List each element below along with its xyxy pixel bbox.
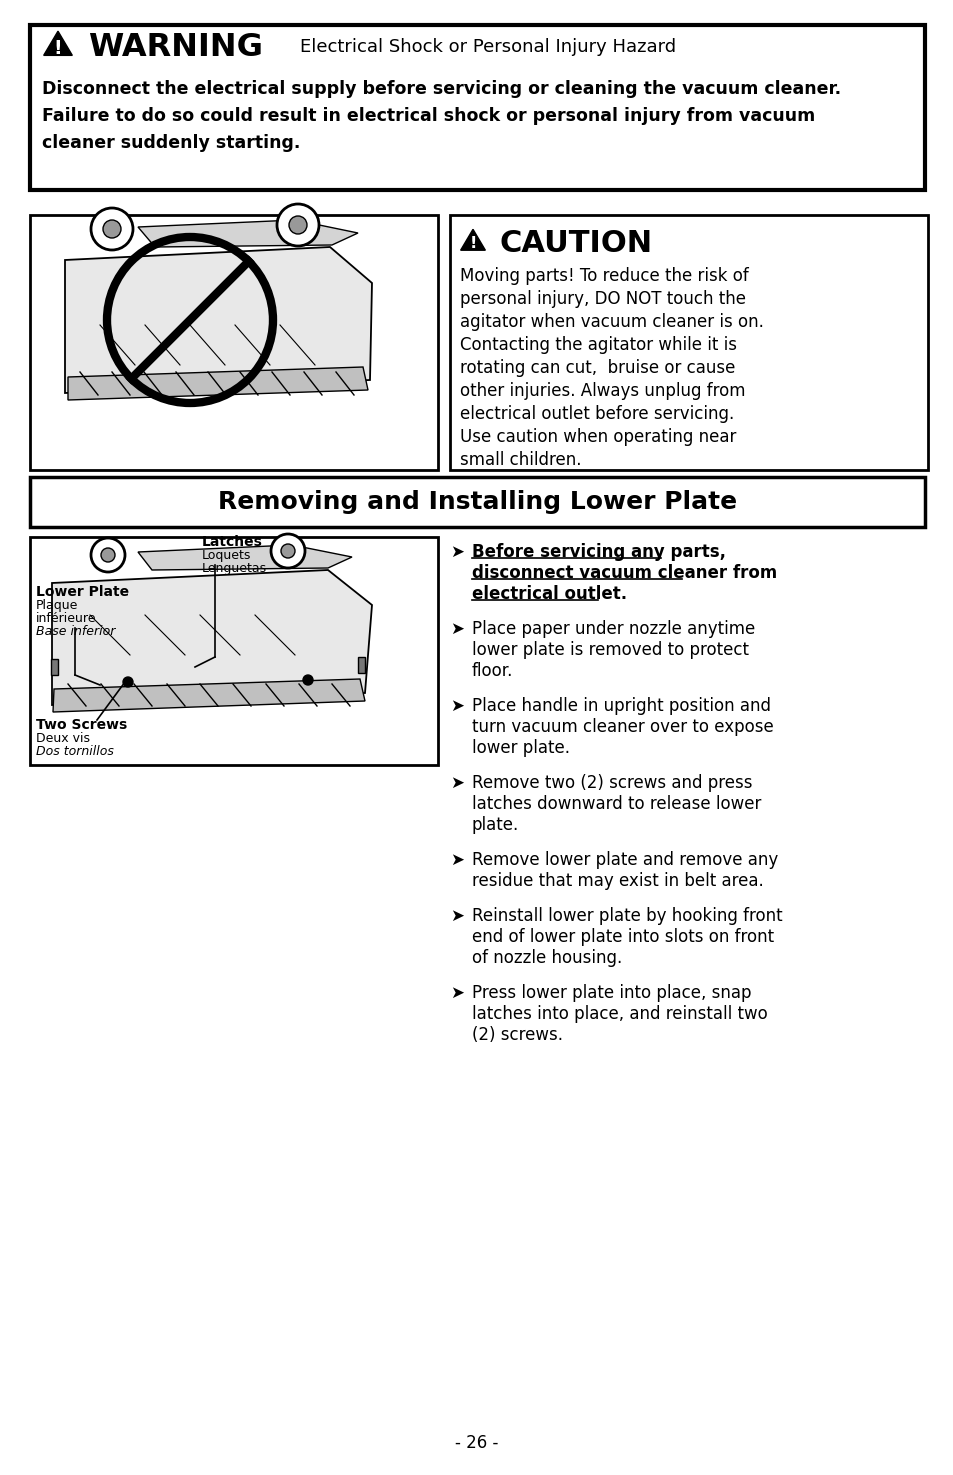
- Text: cleaner suddenly starting.: cleaner suddenly starting.: [42, 134, 300, 152]
- Text: lower plate is removed to protect: lower plate is removed to protect: [472, 642, 748, 659]
- Text: residue that may exist in belt area.: residue that may exist in belt area.: [472, 872, 763, 889]
- Text: floor.: floor.: [472, 662, 513, 680]
- Text: inférieure: inférieure: [36, 612, 96, 625]
- Text: electrical outlet.: electrical outlet.: [472, 586, 626, 603]
- Text: Removing and Installing Lower Plate: Removing and Installing Lower Plate: [218, 490, 737, 513]
- Text: Remove two (2) screws and press: Remove two (2) screws and press: [472, 774, 752, 792]
- Text: ➤: ➤: [450, 851, 463, 869]
- Polygon shape: [52, 569, 372, 705]
- Polygon shape: [138, 220, 357, 246]
- Text: Base inferior: Base inferior: [36, 625, 115, 639]
- Text: ➤: ➤: [450, 543, 463, 560]
- Polygon shape: [44, 31, 72, 56]
- FancyBboxPatch shape: [30, 215, 437, 471]
- Text: small children.: small children.: [459, 451, 581, 469]
- Circle shape: [91, 538, 125, 572]
- Text: Moving parts! To reduce the risk of: Moving parts! To reduce the risk of: [459, 267, 748, 285]
- Text: Contacting the agitator while it is: Contacting the agitator while it is: [459, 336, 737, 354]
- FancyBboxPatch shape: [30, 25, 924, 190]
- Circle shape: [289, 215, 307, 235]
- Text: ➤: ➤: [450, 984, 463, 1002]
- Text: Deux vis: Deux vis: [36, 732, 90, 745]
- Text: agitator when vacuum cleaner is on.: agitator when vacuum cleaner is on.: [459, 313, 763, 330]
- FancyBboxPatch shape: [357, 656, 365, 673]
- Text: lower plate.: lower plate.: [472, 739, 569, 757]
- Text: end of lower plate into slots on front: end of lower plate into slots on front: [472, 928, 773, 945]
- Text: Electrical Shock or Personal Injury Hazard: Electrical Shock or Personal Injury Haza…: [299, 38, 676, 56]
- Text: Loquets: Loquets: [202, 549, 251, 562]
- Text: disconnect vacuum cleaner from: disconnect vacuum cleaner from: [472, 563, 777, 583]
- Text: Before servicing any parts,: Before servicing any parts,: [472, 543, 725, 560]
- Text: of nozzle housing.: of nozzle housing.: [472, 948, 621, 968]
- Polygon shape: [53, 678, 365, 712]
- Circle shape: [303, 676, 313, 684]
- Text: turn vacuum cleaner over to expose: turn vacuum cleaner over to expose: [472, 718, 773, 736]
- FancyBboxPatch shape: [30, 476, 924, 527]
- Text: (2) screws.: (2) screws.: [472, 1027, 562, 1044]
- Text: latches downward to release lower: latches downward to release lower: [472, 795, 760, 813]
- Circle shape: [276, 204, 318, 246]
- Text: Place handle in upright position and: Place handle in upright position and: [472, 698, 770, 715]
- Text: Disconnect the electrical supply before servicing or cleaning the vacuum cleaner: Disconnect the electrical supply before …: [42, 80, 841, 97]
- Text: Lower Plate: Lower Plate: [36, 586, 129, 599]
- Text: - 26 -: - 26 -: [455, 1434, 498, 1451]
- Text: WARNING: WARNING: [88, 31, 263, 62]
- Text: ➤: ➤: [450, 907, 463, 925]
- Text: rotating can cut,  bruise or cause: rotating can cut, bruise or cause: [459, 358, 735, 378]
- Text: Use caution when operating near: Use caution when operating near: [459, 428, 736, 445]
- Text: ➤: ➤: [450, 774, 463, 792]
- Polygon shape: [68, 367, 368, 400]
- Text: Failure to do so could result in electrical shock or personal injury from vacuum: Failure to do so could result in electri…: [42, 108, 815, 125]
- Text: ➤: ➤: [450, 698, 463, 715]
- Polygon shape: [65, 246, 372, 392]
- Text: Place paper under nozzle anytime: Place paper under nozzle anytime: [472, 620, 755, 639]
- Text: personal injury, DO NOT touch the: personal injury, DO NOT touch the: [459, 291, 745, 308]
- Text: ➤: ➤: [450, 620, 463, 639]
- Polygon shape: [460, 229, 485, 251]
- Circle shape: [123, 677, 132, 687]
- Text: Dos tornillos: Dos tornillos: [36, 745, 113, 758]
- Text: !: !: [53, 38, 62, 58]
- Text: Two Screws: Two Screws: [36, 718, 127, 732]
- FancyBboxPatch shape: [450, 215, 927, 471]
- Polygon shape: [138, 544, 352, 569]
- Text: Press lower plate into place, snap: Press lower plate into place, snap: [472, 984, 751, 1002]
- Circle shape: [103, 220, 121, 237]
- Circle shape: [281, 544, 294, 558]
- Text: electrical outlet before servicing.: electrical outlet before servicing.: [459, 406, 734, 423]
- Text: Lenguetas: Lenguetas: [202, 562, 267, 575]
- Circle shape: [91, 208, 132, 249]
- Text: Reinstall lower plate by hooking front: Reinstall lower plate by hooking front: [472, 907, 781, 925]
- Text: Latches: Latches: [202, 535, 263, 549]
- FancyBboxPatch shape: [30, 537, 437, 766]
- Circle shape: [101, 549, 115, 562]
- Circle shape: [271, 534, 305, 568]
- Text: CAUTION: CAUTION: [499, 229, 653, 258]
- Text: Remove lower plate and remove any: Remove lower plate and remove any: [472, 851, 778, 869]
- Text: Plaque: Plaque: [36, 599, 78, 612]
- Text: !: !: [469, 236, 476, 251]
- Text: latches into place, and reinstall two: latches into place, and reinstall two: [472, 1004, 767, 1024]
- Text: plate.: plate.: [472, 816, 518, 833]
- Text: other injuries. Always unplug from: other injuries. Always unplug from: [459, 382, 744, 400]
- FancyBboxPatch shape: [51, 659, 58, 676]
